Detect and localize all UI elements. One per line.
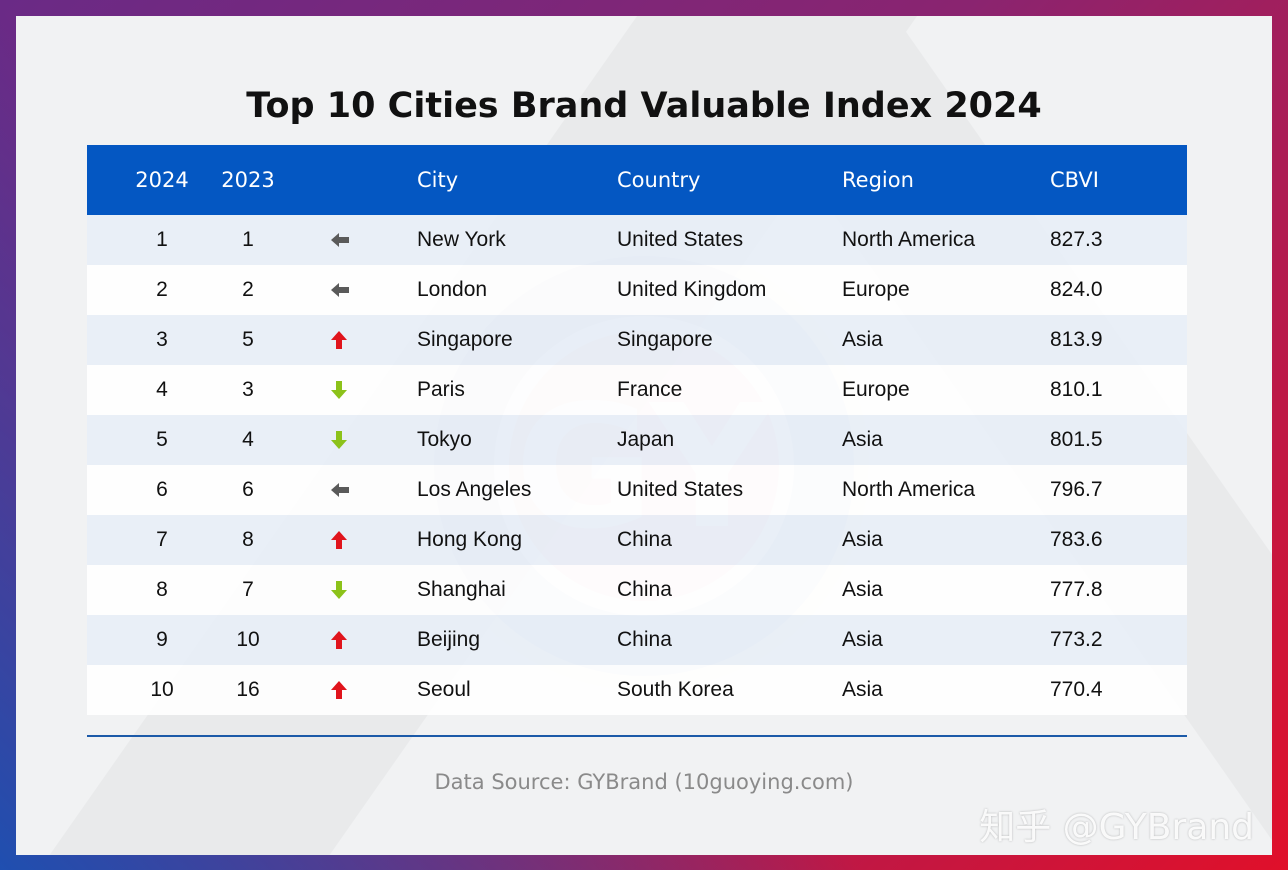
arrow-up-icon [320, 665, 360, 715]
city: Los Angeles [417, 478, 532, 501]
arrow-down-icon [320, 365, 360, 415]
region: North America [842, 228, 976, 251]
city: New York [417, 228, 506, 251]
arrow-up-icon [320, 515, 360, 565]
city: Singapore [417, 328, 513, 351]
country: China [617, 578, 672, 601]
rank-2024: 1 [156, 228, 168, 251]
city: Shanghai [417, 578, 506, 601]
country: Japan [617, 428, 675, 451]
region: Asia [842, 578, 883, 601]
table-header: 2024 2023 City Country Region CBVI [87, 145, 1187, 215]
header-2024: 2024 [135, 168, 189, 192]
rank-2024: 7 [156, 528, 168, 551]
header-region: Region [842, 168, 914, 192]
table-bottom-rule [87, 735, 1187, 737]
city: Tokyo [417, 428, 472, 451]
cbvi-value: 783.6 [1050, 528, 1103, 551]
arrow-up-icon [320, 315, 360, 365]
city: Hong Kong [417, 528, 523, 551]
data-source: Data Source: GYBrand (10guoying.com) [434, 770, 854, 794]
country: United States [617, 478, 744, 501]
rank-2023: 10 [236, 628, 260, 651]
table-row: 8 7 Shanghai China Asia 777.8 [87, 565, 1187, 615]
rank-2024: 4 [156, 378, 168, 401]
country: Singapore [617, 328, 713, 351]
table-row: 4 3 Paris France Europe 810.1 [87, 365, 1187, 415]
city: Beijing [417, 628, 481, 651]
rank-2023: 8 [242, 528, 254, 551]
header-cbvi: CBVI [1050, 168, 1099, 192]
rank-2024: 9 [156, 628, 168, 651]
arrow-left-icon [320, 215, 360, 265]
page-title: Top 10 Cities Brand Valuable Index 2024 [246, 86, 1042, 126]
header-city: City [417, 168, 459, 192]
city: Paris [417, 378, 465, 401]
rank-2024: 8 [156, 578, 168, 601]
cbvi-value: 801.5 [1050, 428, 1103, 451]
region: Europe [842, 278, 910, 301]
rank-2023: 7 [242, 578, 254, 601]
arrow-down-icon [320, 565, 360, 615]
region: North America [842, 478, 976, 501]
country: China [617, 528, 672, 551]
table-row: 10 16 Seoul South Korea Asia 770.4 [87, 665, 1187, 715]
city: Seoul [417, 678, 471, 701]
region: Asia [842, 628, 883, 651]
country: South Korea [617, 678, 734, 701]
header-2023: 2023 [221, 168, 275, 192]
rank-2024: 6 [156, 478, 168, 501]
arrow-down-icon [320, 415, 360, 465]
cbvi-value: 796.7 [1050, 478, 1103, 501]
rank-2024: 2 [156, 278, 168, 301]
ranking-table: 2024 2023 City Country Region CBVI 1 1 N… [87, 145, 1187, 715]
cbvi-value: 770.4 [1050, 678, 1103, 701]
region: Asia [842, 328, 883, 351]
table-row: 9 10 Beijing China Asia 773.2 [87, 615, 1187, 665]
table-row: 6 6 Los Angeles United States North Amer… [87, 465, 1187, 515]
table-row: 3 5 Singapore Singapore Asia 813.9 [87, 315, 1187, 365]
city: London [417, 278, 488, 301]
arrow-left-icon [320, 265, 360, 315]
header-country: Country [617, 168, 701, 192]
rank-2023: 6 [242, 478, 254, 501]
cbvi-value: 773.2 [1050, 628, 1103, 651]
rank-2024: 5 [156, 428, 168, 451]
arrow-up-icon [320, 615, 360, 665]
cbvi-value: 827.3 [1050, 228, 1103, 251]
cbvi-value: 813.9 [1050, 328, 1103, 351]
zhihu-watermark: 知乎 @GYBrand [979, 807, 1254, 848]
rank-2024: 3 [156, 328, 168, 351]
arrow-left-icon [320, 465, 360, 515]
rank-2023: 5 [242, 328, 254, 351]
rank-2023: 16 [236, 678, 260, 701]
rank-2023: 1 [242, 228, 254, 251]
table-row: 1 1 New York United States North America… [87, 215, 1187, 265]
region: Asia [842, 678, 883, 701]
cbvi-value: 777.8 [1050, 578, 1103, 601]
cbvi-value: 824.0 [1050, 278, 1103, 301]
rank-2023: 4 [242, 428, 254, 451]
region: Europe [842, 378, 910, 401]
infographic-panel: GY Top 10 Cities Brand Valuable Index 20… [16, 16, 1272, 855]
table-row: 2 2 London United Kingdom Europe 824.0 [87, 265, 1187, 315]
rank-2023: 3 [242, 378, 254, 401]
table-row: 5 4 Tokyo Japan Asia 801.5 [87, 415, 1187, 465]
country: China [617, 628, 672, 651]
country: France [617, 378, 683, 401]
rank-2024: 10 [150, 678, 174, 701]
region: Asia [842, 528, 883, 551]
region: Asia [842, 428, 883, 451]
rank-2023: 2 [242, 278, 254, 301]
table-row: 7 8 Hong Kong China Asia 783.6 [87, 515, 1187, 565]
table-body: 1 1 New York United States North America… [87, 215, 1187, 715]
country: United States [617, 228, 744, 251]
country: United Kingdom [617, 278, 767, 301]
cbvi-value: 810.1 [1050, 378, 1103, 401]
